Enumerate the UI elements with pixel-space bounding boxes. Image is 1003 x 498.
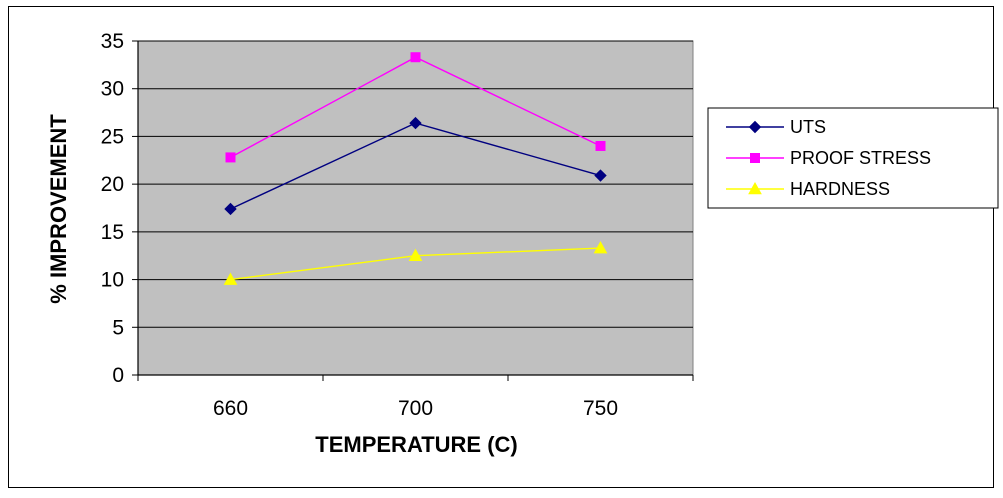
x-tick-label: 750 [583, 397, 618, 420]
legend-item-proof-stress: PROOF STRESS [726, 148, 931, 168]
y-tick-label: 15 [101, 221, 124, 244]
y-tick-label: 0 [112, 364, 124, 387]
legend-item-hardness: HARDNESS [726, 179, 890, 199]
y-axis: 0 5 10 15 20 25 30 35 [101, 30, 139, 387]
data-point-hardness [408, 248, 423, 262]
plot-area [137, 40, 694, 376]
data-point-uts [594, 169, 607, 182]
series-uts [224, 116, 607, 216]
data-point-uts [224, 202, 237, 216]
x-axis: 660 700 750 [137, 374, 694, 420]
data-point-uts [409, 116, 422, 130]
legend-label: UTS [790, 117, 826, 137]
data-point-hardness [223, 272, 238, 285]
y-tick-label: 20 [101, 173, 124, 196]
y-axis-title: % IMPROVEMENT [46, 114, 71, 304]
y-tick-label: 10 [101, 269, 124, 292]
legend-label: PROOF STRESS [790, 148, 931, 168]
data-point-proof-stress [410, 52, 421, 63]
data-point-proof-stress [595, 140, 606, 151]
y-tick-label: 25 [101, 125, 124, 148]
data-point-hardness [593, 241, 608, 254]
legend-marker [748, 181, 762, 195]
y-tick-label: 5 [112, 316, 124, 339]
legend-item-uts: UTS [726, 117, 826, 137]
series-hardness [223, 241, 608, 285]
series-layer [223, 52, 608, 285]
series-proof-stress [225, 52, 606, 163]
y-tick-label: 35 [101, 30, 124, 53]
y-tick-label: 30 [101, 78, 124, 101]
x-tick-label: 700 [398, 397, 433, 420]
x-tick-label: 660 [213, 397, 248, 420]
data-point-proof-stress [225, 152, 236, 163]
x-axis-title: TEMPERATURE (C) [315, 432, 517, 457]
legend-label: HARDNESS [790, 179, 890, 199]
legend-marker [750, 153, 760, 163]
legend: UTS PROOF STRESS HARDNESS [707, 107, 999, 209]
legend-marker [748, 120, 762, 134]
